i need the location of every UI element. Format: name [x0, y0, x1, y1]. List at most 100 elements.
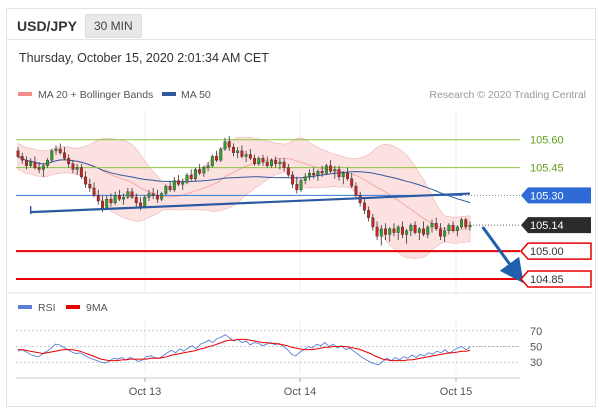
x-tick-label: Oct 13	[129, 386, 161, 398]
candle-bullish	[396, 226, 400, 233]
candle-bullish	[417, 228, 421, 233]
candle-bearish	[362, 202, 366, 211]
target-tag	[520, 242, 592, 260]
rsi-tick-label: 30	[530, 357, 542, 369]
candle-bullish	[202, 167, 206, 174]
support-trendline	[30, 192, 471, 214]
candle-bullish	[333, 169, 337, 172]
candle-bearish	[350, 178, 354, 187]
candle-bearish	[20, 156, 24, 161]
candle-bullish	[126, 191, 130, 198]
price-tags: 105.60 105.45 105.30 105.14 105.00 104.85	[520, 135, 592, 288]
candle-bullish	[308, 172, 311, 178]
legend-rsi-label: RSI	[38, 302, 56, 314]
candle-bearish	[422, 228, 425, 235]
candle-bearish	[248, 154, 252, 159]
current-price-tag	[521, 217, 591, 234]
forecast-arrow	[481, 226, 524, 284]
current-price-label: 105.14	[530, 220, 564, 232]
legend-ma50-label: MA 50	[181, 89, 211, 101]
candle-bullish	[164, 185, 168, 194]
candle-bullish	[299, 180, 303, 191]
legend-ma50-swatch	[162, 92, 176, 96]
candle-bullish	[278, 161, 282, 165]
candle-bearish	[286, 167, 290, 176]
candle-bullish	[455, 226, 459, 231]
candle-bearish	[337, 169, 341, 178]
candle-bearish	[400, 226, 404, 235]
legend-ma20-swatch	[18, 92, 32, 96]
pivot-tag	[521, 187, 591, 204]
x-axis: Oct 13 Oct 14 Oct 15	[16, 377, 520, 398]
watermark: Research © 2020 Trading Central	[429, 89, 586, 101]
candle-bearish	[329, 165, 333, 172]
candle-bearish	[451, 224, 455, 231]
candle-bullish	[172, 180, 176, 191]
target-tag	[520, 270, 592, 288]
chart-widget: USD/JPY 30 MIN Thursday, October 15, 202…	[6, 8, 596, 407]
legend-9ma-swatch	[66, 305, 80, 309]
candle-bearish	[63, 152, 66, 159]
candle-bullish	[122, 197, 126, 200]
candle-bearish	[168, 185, 172, 191]
target-label: 105.00	[530, 246, 564, 258]
candle-bullish	[269, 159, 273, 166]
timeframe-button[interactable]: 30 MIN	[85, 14, 142, 38]
candle-bearish	[367, 210, 371, 218]
candle-bearish	[240, 150, 244, 157]
candle-bullish	[257, 158, 261, 165]
bollinger-bands	[17, 137, 471, 260]
x-tick-label: Oct 14	[284, 386, 316, 398]
candle-bullish	[54, 148, 58, 152]
candle-bullish	[379, 228, 383, 237]
rsi-tick-label: 50	[530, 342, 542, 354]
rsi-line	[17, 334, 471, 366]
candle-bullish	[41, 165, 45, 170]
candle-bullish	[341, 172, 345, 178]
chart-header: USD/JPY 30 MIN	[7, 9, 595, 40]
candle-bearish	[215, 156, 219, 161]
candle-bearish	[130, 191, 134, 198]
legend-rsi-swatch	[18, 305, 32, 309]
candle-bullish	[143, 197, 147, 207]
candle-bullish	[219, 148, 223, 161]
rsi-ma-line	[18, 338, 471, 362]
candle-bearish	[282, 161, 286, 168]
candle-bearish	[291, 174, 295, 185]
resistance-label: 105.60	[530, 135, 564, 147]
candle-bullish	[303, 176, 307, 181]
candle-bearish	[109, 198, 113, 204]
candle-bearish	[79, 167, 83, 178]
chart-overlays	[29, 192, 524, 284]
price-levels	[16, 139, 520, 280]
rsi-panel: 70 50 30	[16, 319, 542, 374]
candle-bearish	[227, 141, 231, 148]
candle-bullish	[223, 141, 227, 150]
candle-bullish	[29, 161, 33, 166]
candle-bullish	[147, 193, 151, 198]
candle-bearish	[67, 158, 71, 165]
candle-bearish	[295, 184, 299, 191]
candle-bearish	[139, 202, 142, 207]
bollinger-band-area	[17, 137, 471, 260]
candle-bullish	[210, 156, 214, 166]
candle-bearish	[413, 224, 417, 233]
candle-bearish	[253, 158, 257, 165]
candle-bullish	[460, 219, 464, 228]
candle-bullish	[105, 198, 109, 209]
candle-bearish	[312, 172, 316, 176]
candle-bearish	[96, 195, 100, 202]
candle-bearish	[274, 159, 278, 165]
candle-bullish	[50, 150, 54, 161]
ma50-line	[17, 155, 471, 204]
candle-bearish	[58, 148, 62, 153]
candle-bearish	[33, 161, 37, 168]
pivot-label: 105.30	[530, 190, 564, 202]
candle-bearish	[198, 169, 202, 174]
candle-bearish	[37, 167, 41, 170]
candle-bullish	[46, 159, 50, 166]
x-tick-label: Oct 15	[440, 386, 472, 398]
candle-bearish	[117, 195, 121, 200]
candle-bullish	[468, 224, 472, 228]
